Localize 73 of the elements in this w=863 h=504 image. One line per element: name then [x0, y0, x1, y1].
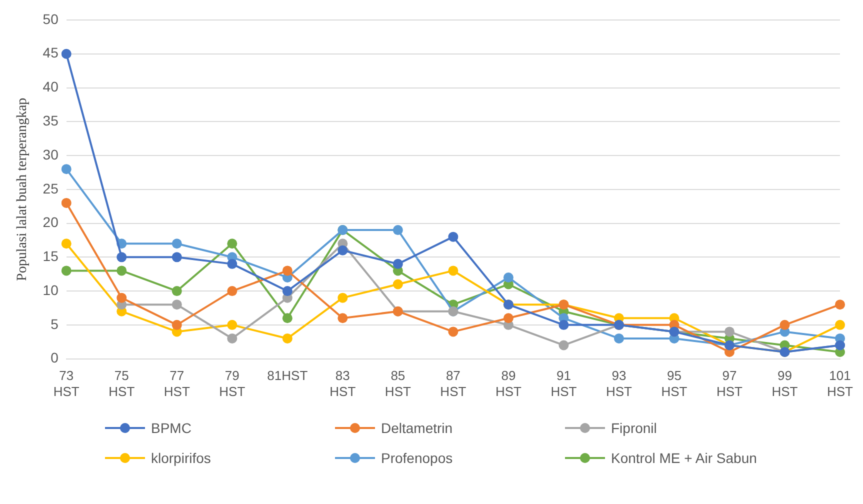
x-tick-label: 93 HST [606, 368, 632, 399]
point [116, 266, 127, 276]
y-tick-label: 30 [42, 146, 59, 162]
point [338, 245, 348, 256]
point [338, 292, 348, 303]
y-tick-label: 50 [42, 10, 59, 27]
x-tick-label: 97 HST [716, 368, 743, 399]
point [61, 164, 72, 174]
point [116, 252, 127, 262]
legend-label: Fipronil [611, 420, 657, 436]
x-tick-label: 75 HST [108, 368, 135, 399]
legend-label: Kontrol ME + Air Sabun [611, 450, 757, 466]
point [227, 286, 238, 296]
point [227, 320, 238, 330]
point [558, 320, 569, 330]
y-tick-label: 35 [42, 112, 59, 128]
point [558, 340, 569, 350]
point [614, 333, 624, 344]
point [282, 313, 292, 324]
point [282, 333, 292, 344]
point [448, 266, 458, 276]
point [61, 48, 72, 59]
point [780, 320, 790, 330]
x-tick-label: 87 HST [440, 368, 466, 399]
legend-label: klorpirifos [151, 450, 211, 466]
point [227, 333, 238, 344]
point [282, 266, 292, 276]
point [835, 300, 845, 310]
point [392, 258, 403, 269]
legend-label: Deltametrin [381, 420, 453, 436]
y-tick-label: 20 [42, 214, 59, 230]
point [172, 238, 182, 249]
point [61, 198, 72, 208]
x-tick-label: 91 HST [550, 368, 577, 399]
y-tick-label: 0 [50, 350, 59, 366]
point [448, 232, 458, 242]
point [392, 225, 403, 236]
point [227, 238, 238, 249]
point [503, 313, 514, 324]
y-tick-label: 25 [42, 180, 59, 196]
x-tick-label: 89 HST [495, 368, 522, 399]
legend-label: Profenopos [381, 450, 453, 466]
x-tick-label: 77 HST [164, 368, 190, 399]
point [172, 286, 182, 296]
point [282, 286, 292, 296]
legend-label: BPMC [151, 420, 192, 436]
point [448, 326, 458, 337]
x-tick-label: 83 HST [330, 368, 356, 399]
y-tick-label: 45 [42, 44, 59, 61]
y-tick-label: 15 [42, 248, 59, 264]
point [392, 279, 403, 290]
point [338, 313, 348, 324]
y-tick-label: 10 [42, 282, 59, 298]
point [227, 258, 238, 269]
y-tick-label: 5 [50, 316, 59, 332]
x-tick-label: 73 HST [53, 368, 80, 399]
point [503, 272, 514, 282]
point [172, 300, 182, 310]
x-tick-label: 81HST [267, 368, 308, 384]
x-tick-label: 101 HST [827, 368, 854, 399]
x-tick-label: 95 HST [661, 368, 688, 399]
point [724, 326, 734, 337]
y-tick-label: 40 [42, 78, 59, 95]
point [61, 266, 72, 276]
point [172, 252, 182, 262]
x-tick-label: 85 HST [384, 368, 411, 399]
point [172, 320, 182, 330]
point [61, 238, 72, 249]
x-tick-label: 79 HST [219, 368, 246, 399]
y-axis-title: Populasi lalat buah terperangkap [15, 98, 30, 281]
point [116, 292, 127, 303]
x-tick-label: 99 HST [772, 368, 798, 399]
point [835, 320, 845, 330]
